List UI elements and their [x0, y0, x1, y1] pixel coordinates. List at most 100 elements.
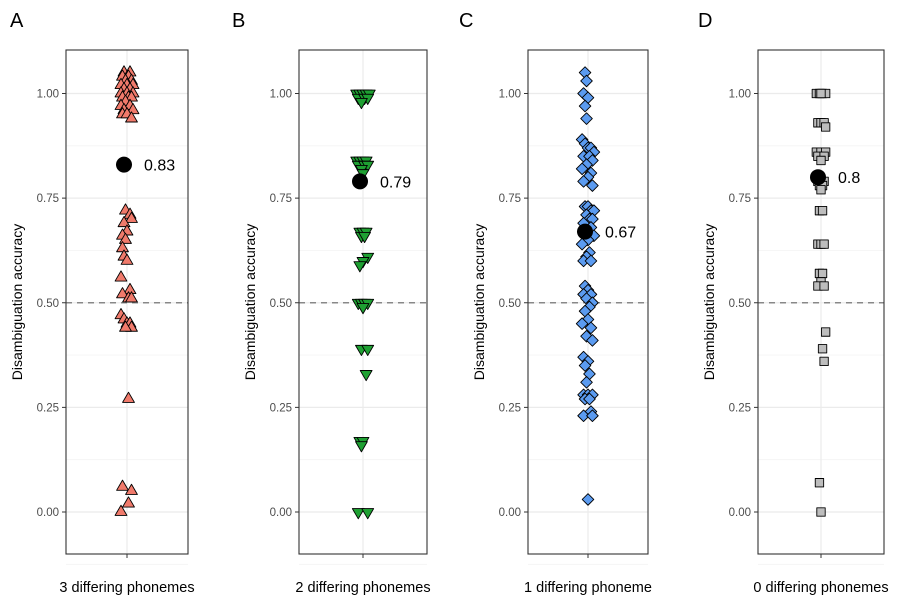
y-axis-title: Disambiguation accuracy [701, 224, 717, 380]
data-point [578, 99, 592, 113]
data-point [580, 376, 593, 389]
data-point [583, 392, 596, 406]
panel-a: A 0.83 0.00 0.25 0.50 0.75 1.00 Disambiguation … [9, 10, 195, 596]
panel-label: B [232, 10, 245, 32]
data-point [125, 211, 138, 223]
data-point [125, 291, 138, 303]
data-point [586, 409, 599, 422]
y-tick-label: 0.00 [270, 507, 292, 519]
data-point [361, 508, 375, 520]
data-point [580, 329, 593, 343]
data-point [581, 493, 595, 506]
data-point [580, 112, 593, 125]
mean-point [810, 169, 826, 186]
panel-c: C 0.67 0.00 0.25 0.50 0.75 1.00 Disambiguation … [459, 10, 652, 596]
mean-point [116, 156, 132, 173]
y-tick-label: 0.75 [37, 193, 59, 205]
data-point [122, 496, 135, 508]
data-point [120, 253, 134, 265]
data-point [580, 74, 593, 88]
data-point [577, 175, 590, 188]
data-point [125, 483, 138, 495]
data-point [819, 281, 829, 291]
data-point [816, 185, 826, 195]
y-tick-label: 1.00 [270, 89, 292, 101]
y-tick-label: 0.50 [729, 298, 751, 310]
data-point [355, 98, 368, 110]
data-point [353, 261, 367, 273]
y-axis-title: Disambiguation accuracy [9, 224, 25, 380]
mean-point [352, 173, 368, 190]
y-tick-label: 0.00 [37, 507, 59, 519]
data-point [575, 317, 589, 330]
data-point [577, 409, 590, 422]
data-point [114, 270, 128, 282]
data-point [586, 334, 599, 347]
data-point [119, 320, 132, 332]
y-tick-label: 0.50 [37, 298, 59, 310]
y-tick-label: 0.50 [499, 298, 521, 310]
y-tick-label: 0.25 [270, 402, 292, 414]
data-point [817, 268, 828, 279]
data-point [125, 111, 138, 123]
y-tick-label: 1.00 [729, 89, 751, 101]
data-point [116, 287, 129, 299]
mean-label: 0.83 [144, 158, 175, 175]
y-tick-label: 1.00 [37, 89, 59, 101]
x-axis-title: 2 differing phonemes [295, 580, 430, 596]
data-point [819, 239, 829, 249]
data-point [820, 327, 831, 337]
y-tick-label: 0.00 [499, 507, 521, 519]
data-point [116, 479, 129, 491]
y-tick-label: 0.75 [270, 193, 292, 205]
y-tick-label: 0.00 [729, 507, 751, 519]
mean-label: 0.79 [380, 174, 411, 191]
y-axis-title: Disambiguation accuracy [471, 224, 487, 380]
panel-label: D [698, 10, 712, 32]
data-point [361, 344, 375, 357]
data-point [586, 179, 599, 192]
data-point [816, 155, 826, 166]
x-axis-title: 1 differing phoneme [524, 580, 652, 596]
panel-b: B 0.79 0.00 0.25 0.50 0.75 1.00 Disambiguation … [232, 10, 431, 596]
y-tick-label: 0.25 [499, 402, 521, 414]
data-point [117, 215, 131, 228]
y-tick-label: 1.00 [499, 89, 521, 101]
data-point [119, 232, 132, 244]
data-point [584, 254, 598, 268]
y-tick-label: 0.75 [729, 193, 751, 205]
data-point [575, 162, 589, 176]
data-point [575, 237, 589, 251]
data-point [584, 321, 598, 335]
panel-label: A [10, 10, 24, 32]
data-point [816, 507, 826, 517]
y-axis-title: Disambiguation accuracy [242, 224, 258, 380]
data-point [820, 122, 831, 132]
x-axis-title: 3 differing phonemes [59, 580, 194, 596]
y-tick-label: 0.25 [729, 402, 751, 414]
y-tick-label: 0.25 [37, 402, 59, 414]
panel-label: C [459, 10, 473, 32]
data-point [351, 508, 365, 520]
data-point [356, 303, 370, 315]
data-point [359, 370, 373, 382]
data-point [358, 231, 371, 244]
y-tick-label: 0.50 [270, 298, 292, 310]
data-point [817, 206, 828, 216]
data-point [122, 391, 135, 403]
data-point [578, 359, 592, 372]
data-point [817, 344, 828, 354]
data-point [586, 154, 599, 167]
data-point [816, 88, 826, 99]
mean-point [577, 223, 593, 240]
mean-label: 0.8 [838, 170, 860, 187]
data-point [814, 478, 825, 488]
data-point [355, 441, 368, 453]
y-tick-label: 0.75 [499, 193, 521, 205]
panel-d: D 0.8 0.00 0.25 0.50 0.75 1.00 Disambiguation a… [698, 10, 889, 596]
data-point [114, 504, 128, 516]
data-point [819, 356, 829, 366]
mean-label: 0.67 [605, 225, 636, 242]
x-axis-title: 0 differing phonemes [753, 580, 888, 596]
